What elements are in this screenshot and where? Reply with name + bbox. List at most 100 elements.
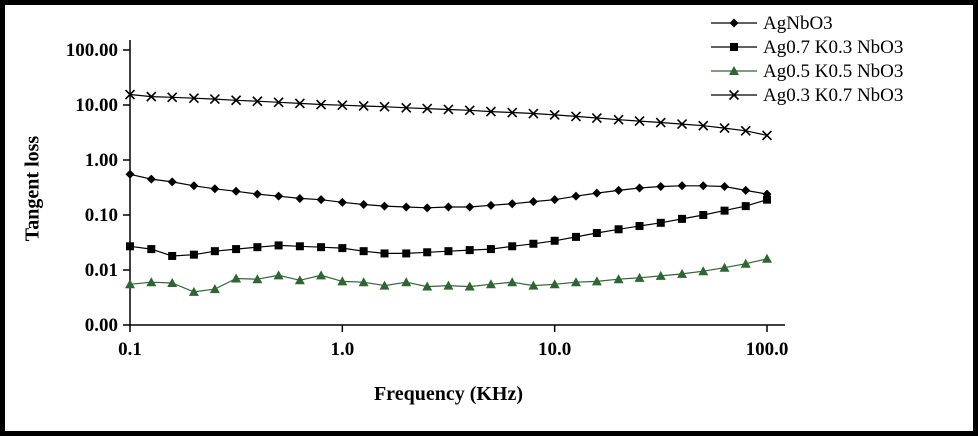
- diamond-marker-icon: [189, 181, 199, 191]
- triangle-marker-icon: [729, 66, 739, 75]
- y-tick-label: 10.00: [75, 95, 118, 116]
- y-tick-label: 0.10: [85, 205, 118, 226]
- x-marker-icon: [761, 130, 773, 141]
- x-marker-icon: [698, 120, 709, 131]
- x-marker-icon: [294, 98, 305, 109]
- x-marker-icon: [422, 103, 433, 114]
- diamond-marker-icon: [125, 169, 135, 179]
- x-marker-icon: [379, 101, 390, 112]
- series-Ag0.5-K0.5-NbO3: [125, 253, 772, 296]
- square-marker-icon: [253, 243, 262, 252]
- square-marker-icon: [295, 242, 304, 251]
- diamond-marker-icon: [252, 189, 262, 199]
- triangle-marker-icon: [591, 276, 602, 286]
- x-marker-icon: [740, 125, 751, 136]
- diamond-marker-icon: [720, 181, 730, 191]
- triangle-marker-icon: [379, 280, 390, 290]
- triangle-marker-icon: [358, 277, 369, 287]
- square-marker-icon: [359, 247, 368, 256]
- square-marker-icon: [232, 245, 241, 254]
- diamond-marker-icon: [698, 181, 708, 191]
- x-marker-icon: [315, 99, 327, 110]
- square-marker-icon: [763, 195, 771, 204]
- x-marker-icon: [570, 111, 582, 122]
- diamond-marker-icon: [677, 181, 687, 191]
- x-marker-icon: [209, 94, 220, 105]
- x-tick-label: 0.1: [118, 339, 142, 360]
- triangle-marker-icon: [209, 284, 220, 294]
- diamond-marker-icon: [231, 186, 241, 196]
- triangle-marker-icon: [698, 266, 709, 276]
- triangle-marker-icon: [677, 268, 688, 278]
- triangle-marker-icon: [719, 262, 730, 272]
- triangle-marker-icon: [401, 277, 412, 287]
- diamond-marker-icon: [528, 197, 538, 207]
- triangle-marker-icon: [337, 276, 348, 286]
- diamond-marker-icon: [359, 200, 369, 210]
- triangle-marker-icon: [528, 280, 539, 290]
- square-marker-icon: [635, 222, 644, 231]
- square-marker-icon: [444, 247, 453, 256]
- x-marker-icon: [549, 109, 560, 120]
- triangle-marker-icon: [188, 286, 199, 296]
- x-marker-icon: [507, 107, 518, 118]
- series-line: [129, 93, 768, 136]
- diamond-marker-icon: [295, 193, 305, 203]
- y-axis-title: Tangent loss: [21, 135, 44, 242]
- legend-label: AgNbO3: [763, 13, 833, 34]
- x-marker-icon: [613, 114, 624, 125]
- x-marker-icon: [358, 100, 369, 112]
- triangle-marker-icon: [273, 270, 284, 280]
- diamond-marker-icon: [614, 185, 624, 195]
- legend-label: Ag0.7 K0.3 NbO3: [763, 37, 903, 58]
- square-marker-icon: [571, 232, 580, 241]
- square-marker-icon: [656, 218, 665, 227]
- series-Ag0.3-K0.7-NbO3: [124, 89, 773, 141]
- x-marker-icon: [124, 89, 136, 100]
- square-marker-icon: [338, 244, 347, 253]
- diamond-marker-icon: [422, 203, 432, 213]
- diamond-marker-icon: [316, 195, 326, 205]
- x-marker-icon: [167, 92, 178, 103]
- square-marker-icon: [465, 246, 474, 255]
- triangle-marker-icon: [507, 277, 518, 287]
- diamond-marker-icon: [401, 202, 411, 212]
- x-marker-icon: [676, 119, 688, 130]
- chart-svg: 100.00 10.00 1.00 0.10 0.01 0.000.1 1.0 10.0 100…: [66, 13, 904, 360]
- triangle-marker-icon: [443, 280, 454, 290]
- triangle-marker-icon: [231, 273, 242, 283]
- square-marker-icon: [614, 225, 623, 234]
- square-marker-icon: [380, 249, 389, 258]
- square-marker-icon: [529, 239, 538, 248]
- diamond-marker-icon: [635, 183, 645, 193]
- x-marker-icon: [528, 108, 539, 119]
- triangle-marker-icon: [167, 278, 178, 288]
- triangle-marker-icon: [146, 277, 157, 287]
- square-marker-icon: [189, 250, 198, 259]
- square-marker-icon: [730, 43, 738, 51]
- y-tick-label: 1.00: [85, 150, 118, 171]
- square-marker-icon: [486, 245, 495, 254]
- triangle-marker-icon: [316, 270, 327, 280]
- x-marker-icon: [655, 117, 666, 128]
- triangle-marker-icon: [655, 270, 666, 280]
- square-marker-icon: [126, 242, 134, 251]
- diamond-marker-icon: [729, 18, 739, 28]
- diamond-marker-icon: [146, 174, 156, 184]
- square-marker-icon: [402, 249, 411, 258]
- diamond-marker-icon: [592, 188, 602, 198]
- diamond-marker-icon: [167, 177, 177, 187]
- triangle-marker-icon: [464, 281, 475, 291]
- legend-label: Ag0.5 K0.5 NbO3: [763, 61, 903, 82]
- square-marker-icon: [210, 247, 219, 256]
- triangle-marker-icon: [294, 275, 305, 285]
- square-marker-icon: [168, 251, 177, 260]
- y-tick-label: 0.01: [85, 260, 118, 281]
- diamond-marker-icon: [337, 197, 347, 207]
- diamond-marker-icon: [550, 195, 560, 205]
- legend-item: Ag0.3 K0.7 NbO3: [711, 85, 903, 106]
- triangle-marker-icon: [570, 277, 581, 287]
- x-marker-icon: [634, 116, 645, 127]
- y-tick-label: 0.00: [85, 315, 118, 336]
- diamond-marker-icon: [465, 202, 475, 212]
